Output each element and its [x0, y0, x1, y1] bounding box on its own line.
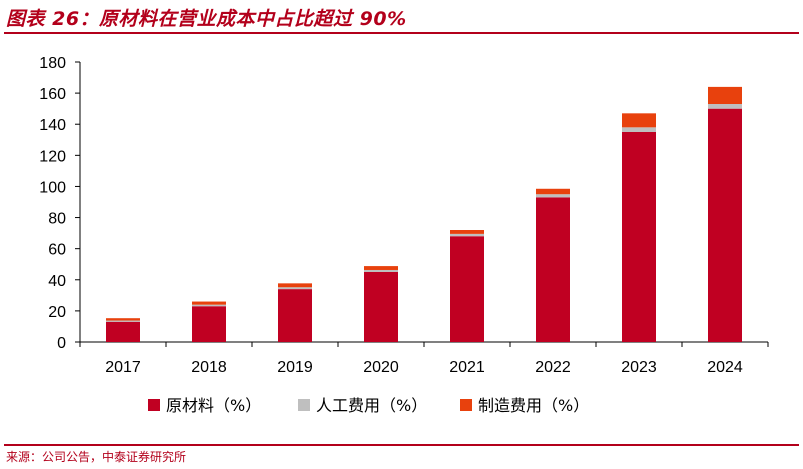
bar-segment-labor	[708, 104, 742, 109]
bar-segment-manufacturing	[450, 230, 484, 234]
bar-segment-raw-material	[364, 272, 398, 342]
legend-label: 制造费用（%）	[478, 396, 589, 415]
x-tick-label: 2021	[449, 359, 485, 376]
bar-segment-raw-material	[708, 108, 742, 343]
x-axis: 2017 2018 2019 2020 2021 2022 2023 2024	[79, 341, 769, 376]
y-tick-label: 160	[39, 86, 66, 103]
bar-segment-labor	[536, 194, 570, 198]
x-tick-label: 2022	[535, 359, 571, 376]
x-tick-label: 2018	[191, 359, 227, 376]
legend-swatch	[298, 399, 310, 411]
bar-segment-raw-material	[536, 197, 570, 342]
bar-segment-manufacturing	[622, 113, 656, 128]
y-tick-label: 80	[48, 211, 66, 228]
legend-label: 原材料（%）	[166, 396, 261, 415]
x-tick-label: 2024	[707, 359, 743, 376]
bar-segment-manufacturing	[278, 283, 312, 288]
bar-segment-labor	[106, 320, 140, 322]
y-tick-label: 0	[57, 335, 66, 352]
x-tick-label: 2023	[621, 359, 657, 376]
bar-segment-manufacturing	[364, 266, 398, 270]
y-tick-label: 40	[48, 273, 66, 290]
title-rule	[4, 32, 799, 34]
bar-segment-manufacturing	[708, 86, 742, 104]
legend: 原材料（%） 人工费用（%） 制造费用（%）	[148, 396, 589, 415]
y-tick-label: 140	[39, 117, 66, 134]
bar-segment-labor	[278, 287, 312, 290]
legend-label: 人工费用（%）	[316, 396, 427, 415]
bars	[106, 86, 742, 343]
legend-swatch	[460, 399, 472, 411]
bar-segment-manufacturing	[192, 301, 226, 305]
bar-segment-manufacturing	[106, 318, 140, 321]
y-tick-label: 60	[48, 242, 66, 259]
x-tick-label: 2017	[105, 359, 141, 376]
legend-swatch	[148, 399, 160, 411]
bar-segment-labor	[192, 304, 226, 307]
bar-segment-labor	[450, 233, 484, 237]
x-tick-label: 2020	[363, 359, 399, 376]
figure-title: 图表 26：原材料在营业成本中占比超过 90%	[6, 8, 407, 30]
bar-segment-raw-material	[106, 321, 140, 342]
bar-segment-labor	[364, 269, 398, 272]
y-tick-label: 20	[48, 304, 66, 321]
bar-segment-manufacturing	[536, 188, 570, 195]
stacked-bar-chart: 0 20 40 60 80 100 120 140 160 180 2017 2018 2019 202…	[39, 55, 769, 415]
bar-segment-raw-material	[192, 306, 226, 342]
y-tick-label: 100	[39, 179, 66, 196]
y-tick-label: 120	[39, 148, 66, 165]
bar-segment-raw-material	[450, 236, 484, 342]
source-rule	[4, 444, 799, 446]
x-tick-label: 2019	[277, 359, 313, 376]
bar-segment-labor	[622, 127, 656, 132]
source-note: 来源：公司公告，中泰证券研究所	[6, 450, 187, 464]
y-axis: 0 20 40 60 80 100 120 140 160 180	[39, 55, 81, 352]
bar-segment-raw-material	[622, 132, 656, 342]
y-tick-label: 180	[39, 55, 66, 72]
bar-segment-raw-material	[278, 289, 312, 342]
